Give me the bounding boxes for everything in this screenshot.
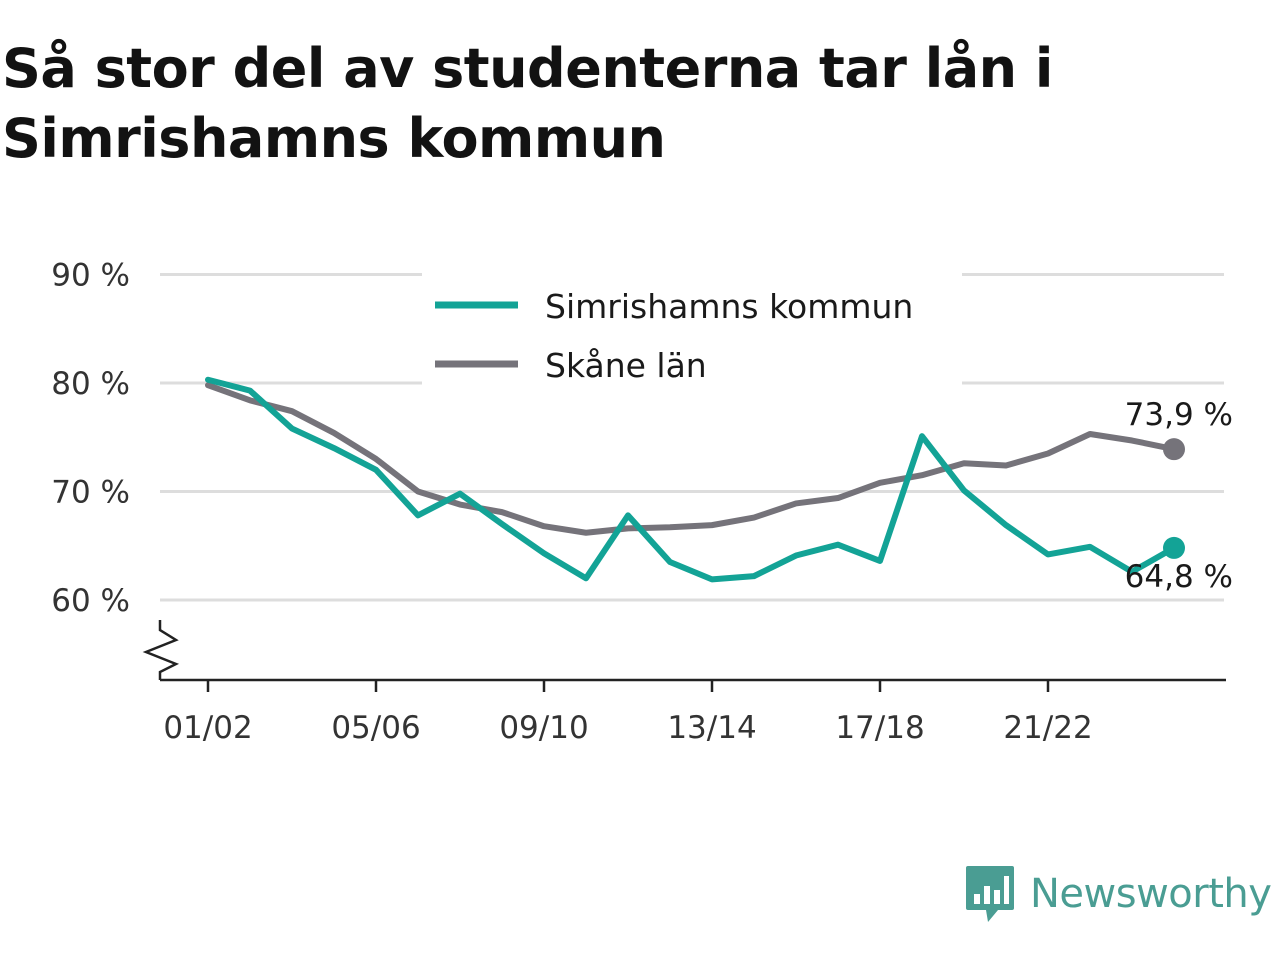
y-tick-label: 90 %	[51, 258, 130, 294]
end-point-skane[interactable]	[1163, 438, 1185, 461]
end-point-simrishamn[interactable]	[1163, 536, 1185, 559]
end-label-skane: 73,9 %	[1125, 397, 1233, 433]
y-tick-label: 80 %	[51, 366, 130, 402]
series-line-simrishamn[interactable]	[205, 376, 1177, 583]
y-tick-label: 60 %	[51, 583, 130, 619]
series-lines	[205, 376, 1185, 583]
end-label-simrishamn: 64,8 %	[1125, 559, 1233, 595]
y-tick-label: 70 %	[51, 475, 130, 511]
end-labels: 73,9 % 64,8 %	[1125, 397, 1233, 595]
brand-name: Newsworthy	[1030, 871, 1272, 917]
legend-label-skane[interactable]: Skåne län	[545, 346, 707, 385]
x-tick-label: 17/18	[835, 710, 924, 746]
chart-title: Så stor del av studenterna tar lån i Sim…	[2, 37, 1053, 170]
newsworthy-brand[interactable]: Newsworthy	[964, 864, 1272, 924]
legend-label-simrishamn[interactable]: Simrishamns kommun	[545, 287, 913, 326]
x-tick-label: 09/10	[499, 710, 588, 746]
x-tick-label: 05/06	[331, 710, 420, 746]
newsworthy-logo-icon	[966, 866, 1014, 922]
y-axis-break	[142, 620, 180, 680]
y-axis-ticks: 90 % 80 % 70 % 60 %	[51, 258, 130, 620]
x-tick-label: 01/02	[163, 710, 252, 746]
x-tick-label: 21/22	[1003, 710, 1092, 746]
axes	[142, 620, 1226, 682]
x-axis-ticks: 01/02 05/06 09/10 13/14 17/18 21/22	[163, 680, 1093, 746]
legend: Simrishamns kommun Skåne län	[422, 268, 962, 386]
x-tick-label: 13/14	[667, 710, 756, 746]
series-line-skane[interactable]	[205, 382, 1177, 536]
